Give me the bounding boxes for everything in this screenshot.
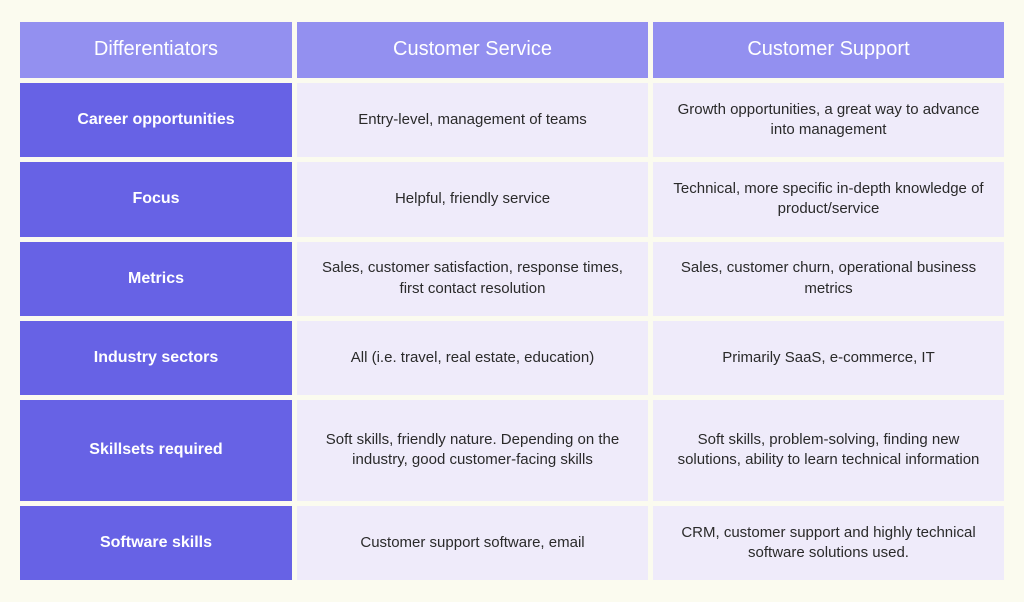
table-row: Industry sectors All (i.e. travel, real … bbox=[20, 321, 1004, 395]
cell-metrics-service: Sales, customer satisfaction, response t… bbox=[297, 242, 648, 316]
comparison-table: Differentiators Customer Service Custome… bbox=[20, 22, 1004, 580]
table-row: Career opportunities Entry-level, manage… bbox=[20, 83, 1004, 157]
cell-text: CRM, customer support and highly technic… bbox=[673, 523, 984, 564]
header-label: Customer Support bbox=[747, 38, 909, 61]
cell-text: Entry-level, management of teams bbox=[358, 110, 586, 130]
cell-skillsets-service: Soft skills, friendly nature. Depending … bbox=[297, 400, 648, 500]
cell-industry-service: All (i.e. travel, real estate, education… bbox=[297, 321, 648, 395]
cell-text: All (i.e. travel, real estate, education… bbox=[351, 348, 594, 368]
row-label-text: Industry sectors bbox=[94, 349, 218, 367]
cell-career-support: Growth opportunities, a great way to adv… bbox=[653, 83, 1004, 157]
table-row: Skillsets required Soft skills, friendly… bbox=[20, 400, 1004, 500]
header-customer-service: Customer Service bbox=[297, 22, 648, 78]
cell-software-service: Customer support software, email bbox=[297, 506, 648, 580]
table-header-row: Differentiators Customer Service Custome… bbox=[20, 22, 1004, 78]
cell-focus-service: Helpful, friendly service bbox=[297, 162, 648, 236]
row-label-metrics: Metrics bbox=[20, 242, 292, 316]
cell-text: Soft skills, friendly nature. Depending … bbox=[317, 430, 628, 471]
row-label-skillsets: Skillsets required bbox=[20, 400, 292, 500]
table-row: Metrics Sales, customer satisfaction, re… bbox=[20, 242, 1004, 316]
header-customer-support: Customer Support bbox=[653, 22, 1004, 78]
row-label-career: Career opportunities bbox=[20, 83, 292, 157]
table-row: Focus Helpful, friendly service Technica… bbox=[20, 162, 1004, 236]
cell-industry-support: Primarily SaaS, e-commerce, IT bbox=[653, 321, 1004, 395]
cell-text: Technical, more specific in-depth knowle… bbox=[673, 179, 984, 220]
cell-focus-support: Technical, more specific in-depth knowle… bbox=[653, 162, 1004, 236]
header-label: Customer Service bbox=[393, 38, 552, 61]
cell-text: Soft skills, problem-solving, finding ne… bbox=[673, 430, 984, 471]
row-label-text: Metrics bbox=[128, 270, 184, 288]
row-label-industry: Industry sectors bbox=[20, 321, 292, 395]
row-label-text: Software skills bbox=[100, 534, 212, 552]
cell-text: Customer support software, email bbox=[360, 533, 584, 553]
cell-text: Growth opportunities, a great way to adv… bbox=[673, 100, 984, 141]
cell-career-service: Entry-level, management of teams bbox=[297, 83, 648, 157]
cell-text: Helpful, friendly service bbox=[395, 189, 550, 209]
cell-text: Sales, customer churn, operational busin… bbox=[673, 258, 984, 299]
row-label-software: Software skills bbox=[20, 506, 292, 580]
header-label: Differentiators bbox=[94, 38, 218, 61]
cell-text: Sales, customer satisfaction, response t… bbox=[317, 258, 628, 299]
row-label-text: Skillsets required bbox=[89, 441, 222, 459]
cell-text: Primarily SaaS, e-commerce, IT bbox=[722, 348, 935, 368]
cell-software-support: CRM, customer support and highly technic… bbox=[653, 506, 1004, 580]
row-label-text: Focus bbox=[132, 190, 179, 208]
row-label-focus: Focus bbox=[20, 162, 292, 236]
row-label-text: Career opportunities bbox=[77, 111, 234, 129]
header-differentiators: Differentiators bbox=[20, 22, 292, 78]
table-row: Software skills Customer support softwar… bbox=[20, 506, 1004, 580]
cell-skillsets-support: Soft skills, problem-solving, finding ne… bbox=[653, 400, 1004, 500]
cell-metrics-support: Sales, customer churn, operational busin… bbox=[653, 242, 1004, 316]
